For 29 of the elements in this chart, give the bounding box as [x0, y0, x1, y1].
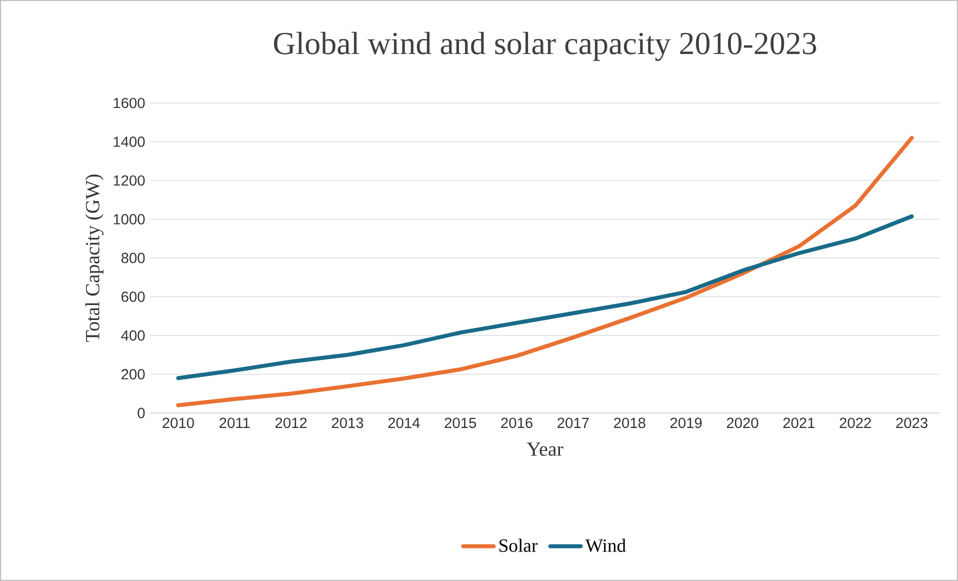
y-tick-label: 0 [138, 408, 145, 418]
y-tick-label: 1200 [114, 175, 145, 186]
x-tick-label: 2021 [783, 418, 815, 428]
x-tick-label: 2011 [220, 418, 250, 428]
y-tick-label: 400 [121, 330, 145, 341]
y-tick-label: 1600 [114, 98, 145, 108]
x-tick-label: 2020 [726, 418, 758, 428]
legend-label: Solar [500, 538, 538, 552]
x-tick-label: 2019 [670, 418, 702, 428]
y-axis-title: Total Capacity (GW) [85, 174, 104, 342]
chart-title: Global wind and solar capacity 2010-2023 [274, 32, 816, 61]
x-tick-label: 2016 [501, 418, 532, 428]
x-tick-label: 2017 [558, 418, 589, 428]
y-tick-label: 800 [121, 252, 145, 264]
x-tick-label: 2014 [388, 418, 420, 428]
x-tick-label: 2018 [614, 418, 646, 428]
x-axis-title: Year [526, 442, 564, 456]
y-tick-label: 200 [122, 369, 145, 380]
y-tick-label: 600 [122, 292, 145, 302]
x-tick-label: 2012 [275, 418, 307, 428]
x-tick-label: 2023 [896, 418, 928, 428]
y-tick-label: 1000 [114, 214, 145, 224]
legend-label: Wind [585, 538, 626, 552]
x-tick-label: 2013 [332, 418, 364, 428]
x-tick-label: 2015 [444, 418, 476, 428]
y-tick-label: 1400 [114, 136, 145, 147]
x-tick-label: 2022 [840, 418, 871, 428]
x-tick-label: 2010 [162, 418, 194, 428]
line-series [176, 136, 914, 408]
